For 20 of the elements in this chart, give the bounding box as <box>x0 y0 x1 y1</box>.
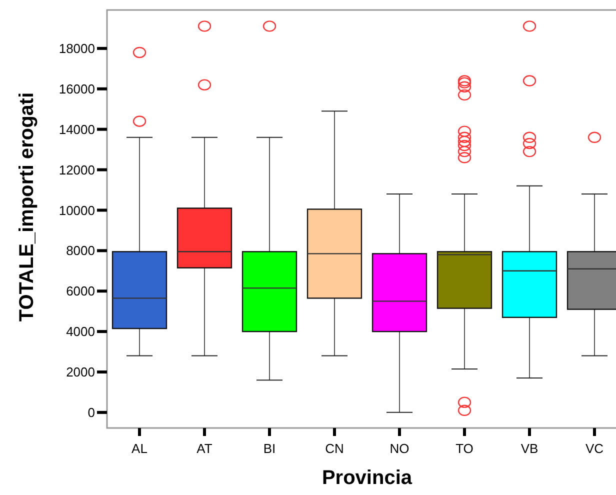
x-tick-label: NO <box>390 441 410 456</box>
x-tick-label: AL <box>132 441 148 456</box>
y-tick-label: 2000 <box>66 364 95 380</box>
y-tick-label: 10000 <box>58 202 95 218</box>
y-tick-label: 6000 <box>66 284 95 299</box>
x-axis-title: Provincia <box>322 467 413 489</box>
y-tick-label: 16000 <box>58 81 95 96</box>
y-tick-label: 12000 <box>58 162 95 178</box>
x-tick-label: VB <box>520 441 538 456</box>
x-tick-label: VC <box>585 441 604 456</box>
y-tick-label: 8000 <box>66 243 95 258</box>
x-tick-label: AT <box>196 441 212 456</box>
y-axis-title: TOTALE_importi erogati <box>16 92 38 322</box>
y-tick-label: 18000 <box>58 40 95 56</box>
y-tick-label: 14000 <box>58 122 95 137</box>
y-tick-label: 4000 <box>66 324 95 340</box>
y-tick-label: 0 <box>88 404 95 420</box>
x-tick-label: TO <box>456 441 474 456</box>
x-tick-label: CN <box>325 441 344 456</box>
x-tick-label: BI <box>263 441 276 456</box>
